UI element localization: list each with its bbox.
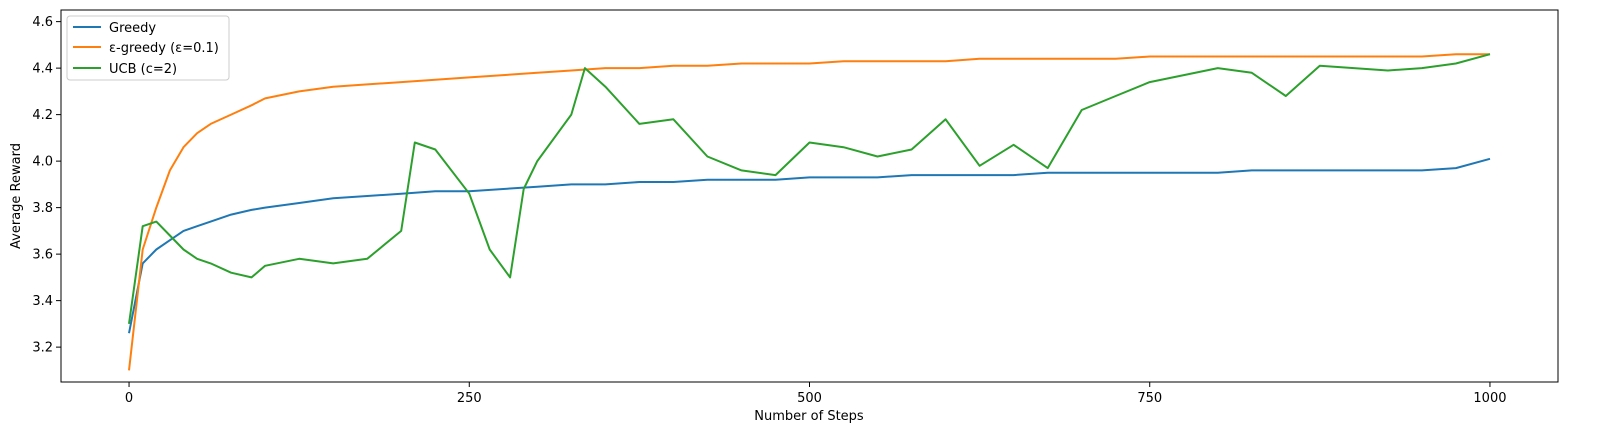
greedy-line <box>128 157 1491 334</box>
legend-box <box>66 15 230 81</box>
legend: Greedy ε-greedy (ε=0.1) UCB (c=2) <box>66 15 230 81</box>
legend-label-greedy: Greedy <box>109 21 156 36</box>
epsilon-greedy-line <box>128 53 1490 371</box>
x-tick-label: 250 <box>457 391 482 406</box>
series-lines <box>128 53 1491 371</box>
x-tick-label: 750 <box>1137 391 1162 406</box>
y-tick-label: 4.0 <box>32 155 53 170</box>
y-tick-label: 4.4 <box>32 62 53 77</box>
y-tick-label: 3.2 <box>32 341 53 356</box>
y-tick-label: 3.6 <box>32 248 53 263</box>
y-tick-label: 3.4 <box>32 294 53 309</box>
axis-ticks: 0 250 500 750 1000 3.2 3.4 3.6 3.8 4.0 4.2 4.4 4.6 <box>32 15 1506 406</box>
y-tick-label: 4.6 <box>32 15 53 30</box>
x-tick-label: 0 <box>125 391 133 406</box>
legend-label-ucb: UCB (c=2) <box>109 62 177 77</box>
y-tick-label: 3.8 <box>32 201 53 216</box>
legend-label-epsilon-greedy: ε-greedy (ε=0.1) <box>109 41 219 56</box>
x-tick-label: 1000 <box>1473 391 1506 406</box>
x-axis-label: Number of Steps <box>754 409 864 424</box>
y-tick-label: 4.2 <box>32 108 53 123</box>
x-tick-label: 500 <box>797 391 822 406</box>
ucb-line <box>128 53 1491 325</box>
y-axis-label: Average Reward <box>9 143 24 249</box>
